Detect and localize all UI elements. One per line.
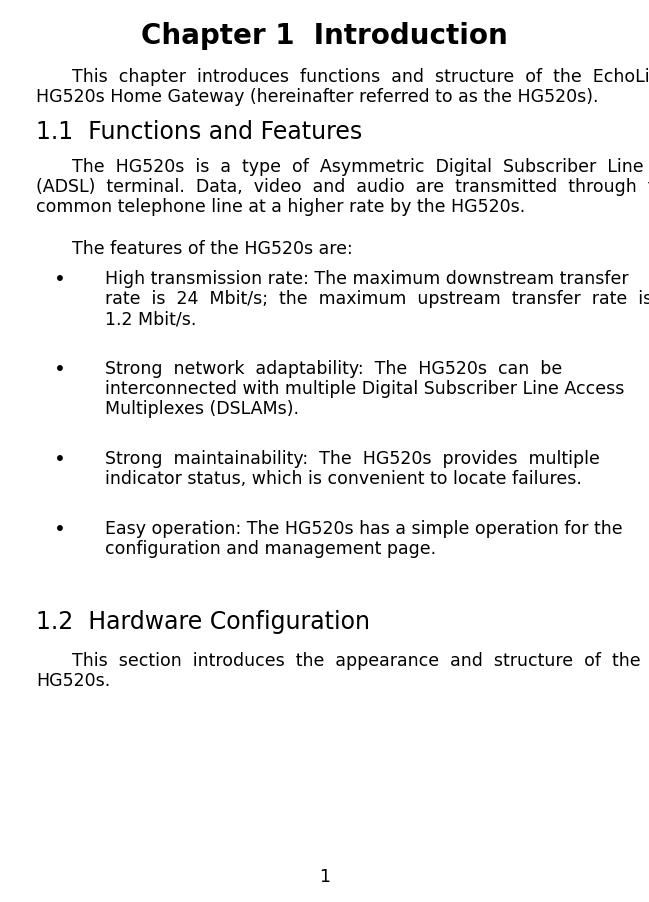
Text: (ADSL)  terminal.  Data,  video  and  audio  are  transmitted  through  the: (ADSL) terminal. Data, video and audio a…	[36, 178, 649, 196]
Text: •: •	[54, 360, 66, 379]
Text: •: •	[54, 270, 66, 289]
Text: Chapter 1  Introduction: Chapter 1 Introduction	[141, 22, 508, 50]
Text: •: •	[54, 450, 66, 469]
Text: interconnected with multiple Digital Subscriber Line Access: interconnected with multiple Digital Sub…	[105, 380, 624, 398]
Text: 1: 1	[319, 868, 330, 886]
Text: indicator status, which is convenient to locate failures.: indicator status, which is convenient to…	[105, 470, 582, 488]
Text: •: •	[54, 520, 66, 539]
Text: 1.2  Hardware Configuration: 1.2 Hardware Configuration	[36, 610, 370, 634]
Text: HG520s.: HG520s.	[36, 672, 110, 690]
Text: HG520s Home Gateway (hereinafter referred to as the HG520s).: HG520s Home Gateway (hereinafter referre…	[36, 88, 598, 106]
Text: The features of the HG520s are:: The features of the HG520s are:	[72, 240, 353, 258]
Text: common telephone line at a higher rate by the HG520s.: common telephone line at a higher rate b…	[36, 198, 525, 216]
Text: Strong  maintainability:  The  HG520s  provides  multiple: Strong maintainability: The HG520s provi…	[105, 450, 600, 468]
Text: configuration and management page.: configuration and management page.	[105, 540, 436, 558]
Text: This  section  introduces  the  appearance  and  structure  of  the: This section introduces the appearance a…	[72, 652, 641, 670]
Text: rate  is  24  Mbit/s;  the  maximum  upstream  transfer  rate  is: rate is 24 Mbit/s; the maximum upstream …	[105, 290, 649, 308]
Text: 1.1  Functions and Features: 1.1 Functions and Features	[36, 120, 362, 144]
Text: 1.2 Mbit/s.: 1.2 Mbit/s.	[105, 310, 197, 328]
Text: This  chapter  introduces  functions  and  structure  of  the  EchoLife: This chapter introduces functions and st…	[72, 68, 649, 86]
Text: Easy operation: The HG520s has a simple operation for the: Easy operation: The HG520s has a simple …	[105, 520, 622, 538]
Text: The  HG520s  is  a  type  of  Asymmetric  Digital  Subscriber  Line: The HG520s is a type of Asymmetric Digit…	[72, 158, 644, 176]
Text: Multiplexes (DSLAMs).: Multiplexes (DSLAMs).	[105, 400, 299, 418]
Text: High transmission rate: The maximum downstream transfer: High transmission rate: The maximum down…	[105, 270, 629, 288]
Text: Strong  network  adaptability:  The  HG520s  can  be: Strong network adaptability: The HG520s …	[105, 360, 562, 378]
